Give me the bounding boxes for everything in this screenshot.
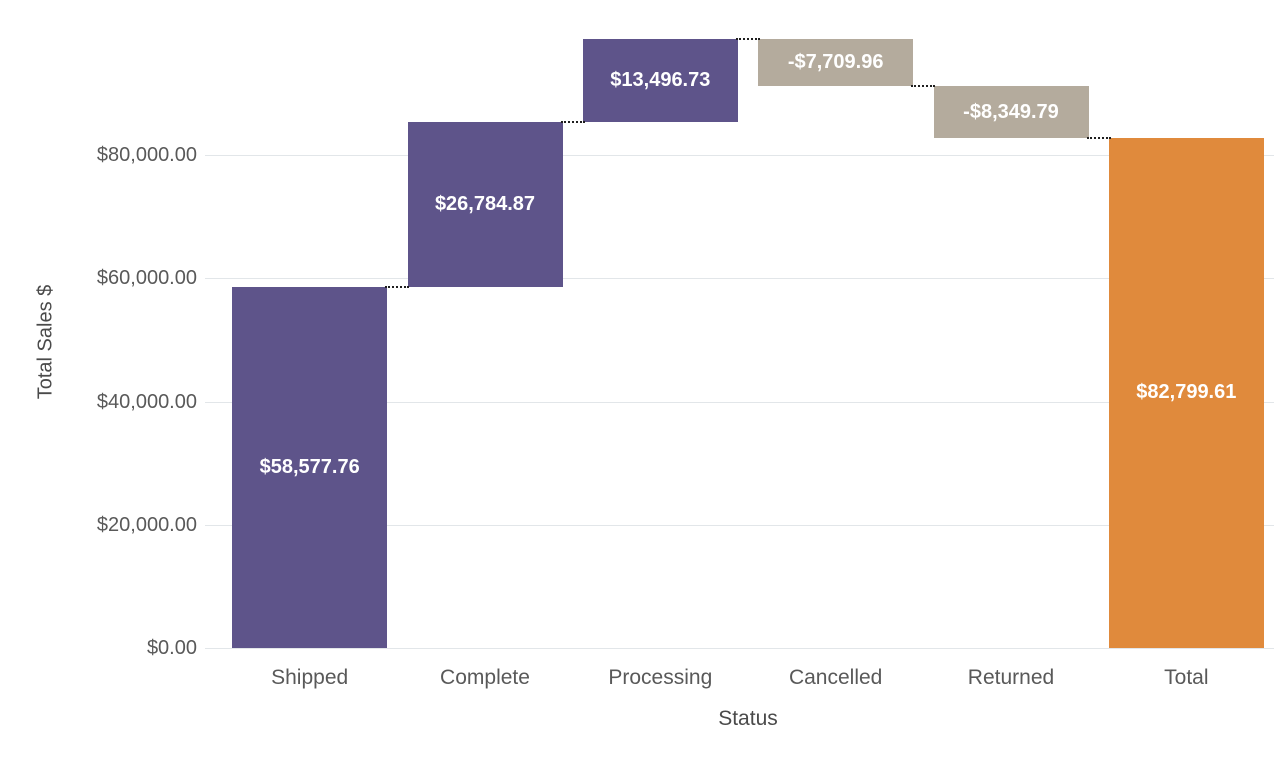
y-tick-label: $40,000.00 (96, 390, 197, 413)
gridline (205, 155, 1274, 156)
x-tick-label: Returned (967, 666, 1055, 689)
bar-value-label: -$8,349.79 (963, 100, 1059, 123)
bar-value-label: $58,577.76 (259, 455, 360, 478)
y-tick-label: $60,000.00 (96, 267, 197, 290)
connector-line (385, 286, 410, 288)
waterfall-bar-processing[interactable]: $13,496.73 (582, 38, 738, 122)
waterfall-bar-total[interactable]: $82,799.61 (1108, 137, 1264, 648)
waterfall-bar-returned[interactable]: -$8,349.79 (933, 86, 1089, 138)
x-tick-label: Cancelled (788, 666, 883, 689)
y-tick-label: $80,000.00 (96, 144, 197, 166)
y-tick-label: $20,000.00 (96, 513, 197, 536)
x-tick-label: Processing (608, 666, 713, 689)
connector-line (560, 120, 585, 123)
x-tick-label: Complete (440, 666, 530, 689)
connector-line (911, 85, 936, 88)
gridline (205, 524, 1274, 526)
waterfall-bar-shipped[interactable]: $58,577.76 (232, 287, 388, 648)
y-tick-label: $0.00 (146, 637, 197, 659)
gridline (205, 278, 1274, 280)
bar-value-label: $82,799.61 (1136, 381, 1237, 404)
x-axis-title: Status (718, 707, 778, 730)
connector-line (735, 37, 761, 40)
gridline (205, 401, 1274, 403)
waterfall-bar-complete[interactable]: $26,784.87 (407, 121, 563, 287)
gridline (205, 648, 1274, 649)
bar-value-label: $13,496.73 (610, 68, 711, 91)
y-axis-title: Total Sales $ (34, 284, 57, 400)
bar-value-label: -$7,709.96 (787, 51, 884, 74)
connector-line (1086, 136, 1111, 139)
x-tick-label: Total (1164, 666, 1209, 689)
bar-value-label: $26,784.87 (434, 192, 536, 215)
waterfall-bar-cancelled[interactable]: -$7,709.96 (758, 38, 914, 87)
x-tick-label: Shipped (271, 666, 349, 689)
